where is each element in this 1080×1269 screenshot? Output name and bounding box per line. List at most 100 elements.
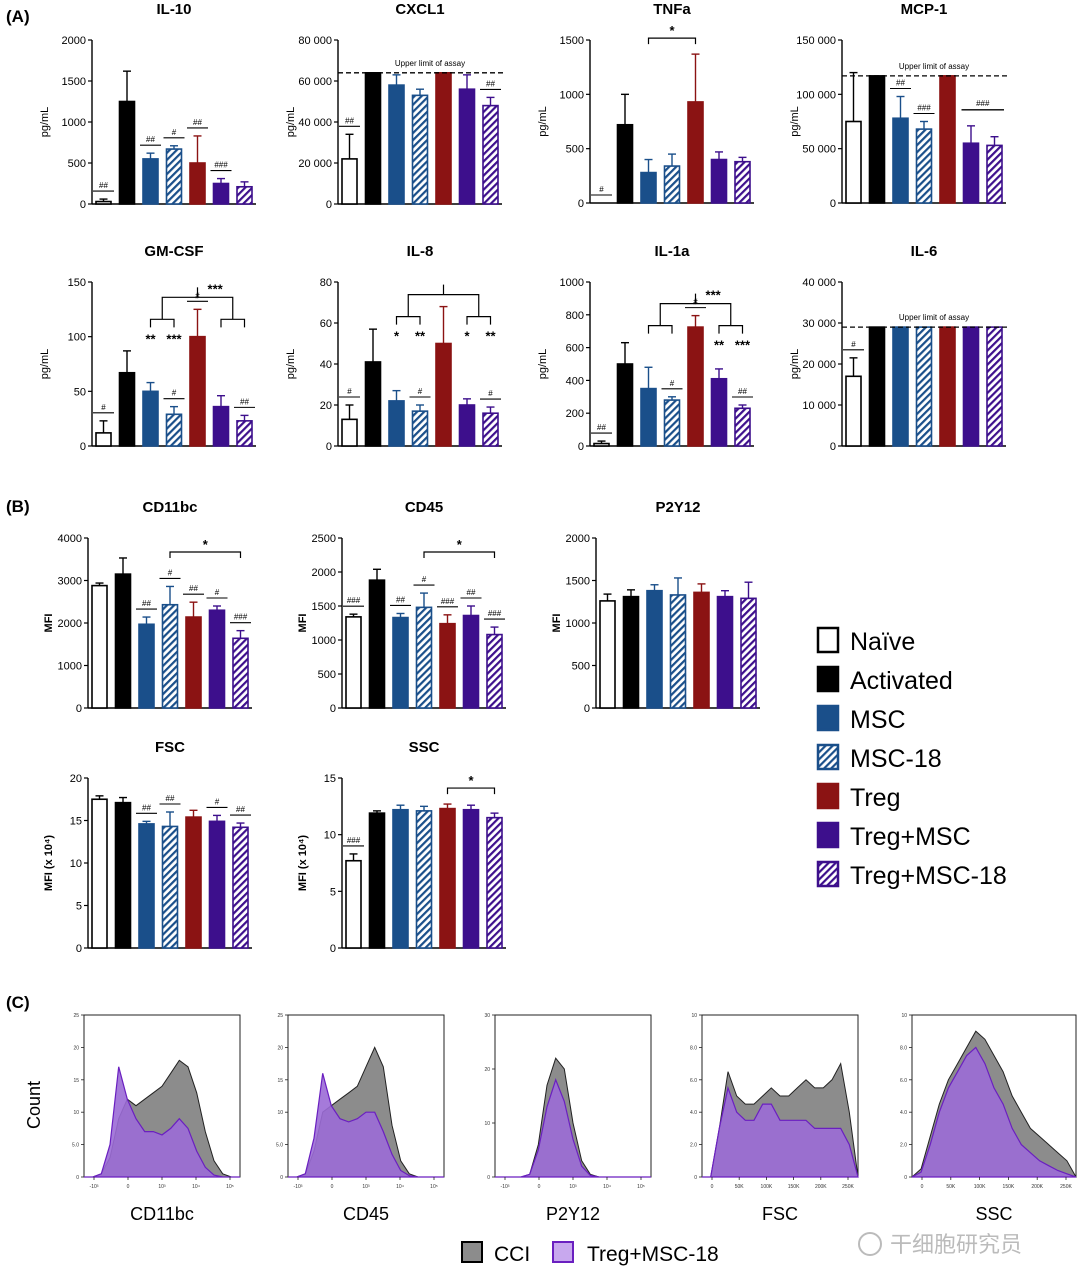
bar-treg [939, 326, 956, 447]
y-tick-label: 2000 [62, 35, 86, 47]
chart-title: MCP-1 [901, 1, 948, 18]
bar-treg-msc [962, 142, 980, 204]
legend-swatch-msc [816, 704, 840, 732]
annotation-mark: ## [240, 397, 249, 406]
significance-bracket [423, 551, 496, 558]
weibo-icon [858, 1232, 882, 1256]
bar-msc [646, 589, 663, 709]
bar-treg-msc-18 [482, 412, 499, 447]
bar-activated [368, 579, 386, 709]
bar-treg-msc [212, 182, 230, 205]
legend-swatch-treg-msc [816, 821, 840, 849]
bar-treg-msc-18 [232, 637, 249, 709]
area-treg-msc-18 [911, 1046, 1077, 1178]
annotation-mark: ## [345, 116, 354, 125]
y-tick-label: 0 [80, 199, 86, 211]
y-tick-label: 500 [318, 669, 336, 681]
y-tick-label: 50 000 [802, 144, 836, 156]
bar-activated [622, 595, 640, 709]
histogram-p2y12: 0 10 20 30 -10³ 0 10³ 10⁴ 10⁵ P2Y12 [484, 1013, 652, 1224]
annotation-mark: ## [896, 79, 905, 88]
bar-treg-msc [212, 405, 230, 447]
bar-treg-msc-18 [734, 160, 751, 204]
x-axis-label: P2Y12 [546, 1204, 600, 1224]
tree-right-base [718, 325, 744, 334]
y-axis-label: pg/mL [39, 349, 51, 380]
bar-na-ve [91, 584, 108, 709]
y-tick-label: 10 [324, 830, 336, 842]
y-tick-label: 20 [484, 1067, 490, 1073]
y-tick-label: 1500 [560, 35, 584, 47]
histogram-fsc: 0 2.0 4.0 6.0 8.0 10 0 50K 100K 150K 200K 250K FSC [690, 1013, 859, 1224]
y-tick-label: 10 [484, 1121, 490, 1127]
y-tick-label: 500 [68, 158, 86, 170]
y-tick-label: 25 [73, 1013, 79, 1019]
bar-msc-18 [663, 399, 681, 447]
significance-bracket [446, 787, 496, 795]
legend-swatch-treg-msc-18 [816, 860, 840, 888]
bar-treg-msc-18 [236, 185, 253, 205]
bar-msc-18 [161, 603, 179, 709]
bar-treg-msc-18 [482, 104, 499, 205]
x-tick-label: 200K [815, 1184, 827, 1190]
area-treg-msc-18 [495, 1078, 651, 1178]
bar-msc-18 [915, 128, 933, 204]
y-tick-label: 2.0 [900, 1143, 907, 1149]
significance-mark: * [669, 23, 675, 38]
tree-top-mark: *** [208, 281, 224, 296]
legend-label-msc-18: MSC-18 [850, 745, 942, 773]
x-tick-label: 50K [735, 1184, 745, 1190]
bar-na-ve [91, 798, 108, 949]
watermark: 干细胞研究员 [858, 1232, 1022, 1258]
bar-na-ve [845, 375, 862, 447]
tree-left-base [647, 325, 673, 334]
legend-label-treg: Treg [850, 784, 900, 812]
bar-treg-msc-18 [734, 407, 751, 447]
annotation-mark: ## [396, 595, 405, 604]
y-tick-label: 0 [80, 441, 86, 453]
legend-label-cci: CCI [494, 1243, 530, 1266]
y-tick-label: 80 [320, 277, 332, 289]
chart-title: IL-8 [407, 243, 434, 260]
annotation-mark: ### [347, 596, 361, 605]
chart-cxcl1: CXCL1 0 20 000 40 000 60 000 80 000 pg/mL ## ## U… [285, 1, 506, 211]
y-tick-label: 8.0 [690, 1045, 697, 1051]
chart-title: IL-6 [911, 243, 938, 260]
bar-na-ve [341, 418, 358, 447]
bar-na-ve [345, 859, 362, 949]
chart-il-6: IL-6 0 10 000 20 000 30 000 40 000 pg/mL # Upper… [789, 243, 1010, 453]
legend-swatch-treg [816, 782, 840, 810]
bar-treg-msc-18 [986, 144, 1003, 204]
bar-treg [687, 101, 704, 204]
bar-activated [868, 75, 886, 204]
bar-activated [616, 123, 634, 204]
annotation-mark: ## [738, 387, 747, 396]
legend-swatch-treg-msc-18 [552, 1241, 574, 1263]
annotation-mark: # [851, 340, 856, 349]
annotation-mark: ## [146, 135, 155, 144]
area-treg-msc-18 [702, 1085, 859, 1178]
histogram-cd45: 0 5.0 10 15 20 25 -10³ 0 10³ 10⁴ 10⁵ CD45 [276, 1013, 445, 1224]
y-tick-label: 3000 [58, 576, 82, 588]
bar-treg [439, 622, 456, 709]
bar-treg [185, 616, 202, 709]
tree-right-mark: ** [714, 338, 725, 353]
bar-na-ve [345, 616, 362, 709]
annotation-mark: # [418, 387, 423, 396]
y-axis-label: MFI (x 10⁴) [297, 835, 309, 892]
bar-msc-18 [415, 810, 433, 949]
x-tick-label: 100K [761, 1184, 773, 1190]
y-axis-label: MFI [43, 614, 55, 633]
legend-label-msc: MSC [850, 706, 906, 734]
annotation-mark: ## [189, 584, 198, 593]
group-mark: ### [976, 99, 990, 108]
annotation-mark: # [422, 575, 427, 584]
bar-activated [114, 801, 132, 949]
count-axis-label: Count [24, 1081, 44, 1129]
significance-bracket [647, 37, 697, 45]
tree-left-base [149, 318, 175, 328]
x-tick-label: 10⁴ [396, 1184, 404, 1190]
